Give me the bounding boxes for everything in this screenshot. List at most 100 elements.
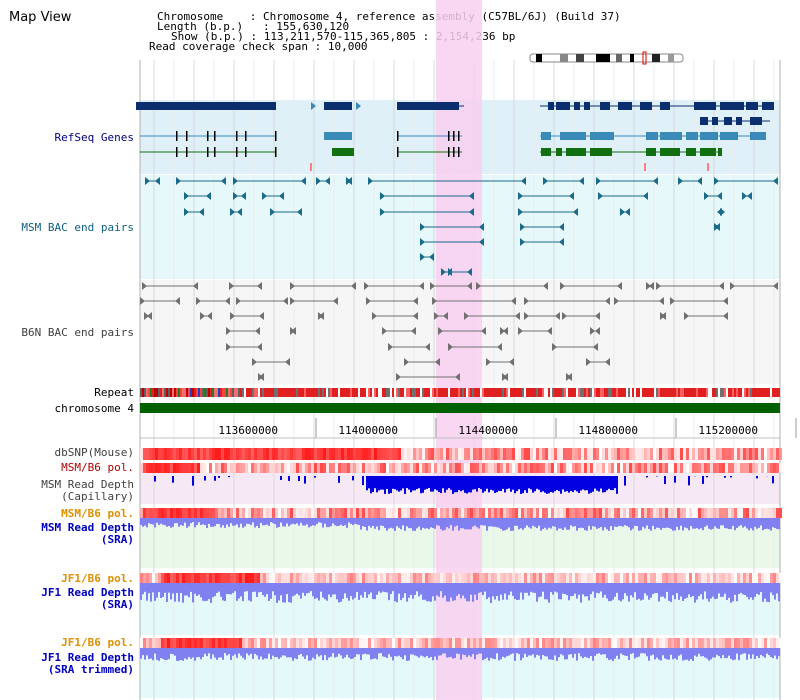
track-label-b6n-bac[interactable]: B6N BAC end pairs bbox=[21, 326, 134, 339]
b6n-bac-pair-end bbox=[290, 297, 295, 305]
jf1-pol-cell bbox=[470, 573, 473, 583]
msm-sra-depth-bar bbox=[390, 518, 392, 528]
track-label-msm-pol-2[interactable]: MSM/B6 pol. bbox=[61, 507, 134, 520]
ideogram-band bbox=[576, 54, 584, 62]
jf1-trim-depth-bar bbox=[662, 648, 664, 656]
dbsnp-cell bbox=[191, 448, 194, 460]
jf1-pol2-cell bbox=[770, 638, 773, 648]
b6n-bac-pair-end bbox=[670, 297, 675, 305]
jf1-trim-depth-bar bbox=[430, 648, 432, 657]
track-label-msm-depth-cap[interactable]: MSM Read Depth bbox=[41, 478, 134, 491]
msm-cap-depth-bar bbox=[576, 476, 578, 492]
jf1-pol2-cell bbox=[467, 638, 470, 648]
repeat-segment bbox=[492, 388, 494, 397]
dbsnp-cell bbox=[356, 448, 359, 460]
repeat-segment bbox=[240, 388, 242, 397]
msm-sra-depth-bar bbox=[212, 518, 214, 527]
msm-cap-depth-bar bbox=[550, 476, 552, 492]
track-label-chromosome[interactable]: chromosome 4 bbox=[54, 402, 134, 415]
jf1-depth-bar bbox=[150, 583, 152, 602]
refseq-gene-d-exon bbox=[618, 102, 632, 110]
jf1-pol2-cell bbox=[695, 638, 698, 648]
jf1-trim-depth-bar bbox=[470, 648, 472, 657]
msm-pol2-cell bbox=[245, 508, 248, 518]
repeat-segment bbox=[564, 388, 566, 397]
b6n-bac-pair-end bbox=[617, 282, 622, 290]
msm-sra-depth-bar bbox=[572, 518, 574, 527]
msm-pol2-cell bbox=[734, 508, 737, 518]
jf1-trim-depth-bar bbox=[384, 648, 386, 657]
msm-pol-cell bbox=[308, 463, 311, 473]
msm-sra-depth-bar bbox=[236, 518, 238, 525]
jf1-depth-bar bbox=[344, 583, 346, 594]
msm-sra-depth-bar bbox=[262, 518, 264, 526]
jf1-trim-depth-bar bbox=[246, 648, 248, 654]
msm-pol-cell bbox=[197, 463, 200, 473]
b6n-bac-pair-end bbox=[229, 282, 234, 290]
msm-sra-depth-bar bbox=[194, 518, 196, 528]
jf1-pol-cell bbox=[485, 573, 488, 583]
jf1-depth-bar bbox=[688, 583, 690, 595]
track-label-refseq[interactable]: RefSeq Genes bbox=[54, 131, 134, 144]
track-label-jf1-depth[interactable]: JF1 Read Depth bbox=[41, 586, 134, 599]
jf1-pol2-cell bbox=[644, 638, 647, 648]
dbsnp-cell bbox=[629, 448, 632, 460]
track-label-msm-depth-sra[interactable]: MSM Read Depth bbox=[41, 521, 134, 534]
jf1-trim-depth-bar bbox=[770, 648, 772, 657]
msm-sra-depth-bar bbox=[300, 518, 302, 523]
repeat-segment bbox=[364, 388, 366, 397]
msm-pol2-cell bbox=[200, 508, 203, 518]
msm-bac-pair-end bbox=[347, 177, 352, 185]
jf1-depth-bar bbox=[708, 583, 710, 602]
repeat-segment bbox=[246, 388, 248, 397]
refseq-tx-1-exon-tick bbox=[176, 131, 178, 141]
jf1-depth-bar bbox=[642, 583, 644, 600]
msm-pol2-cell bbox=[341, 508, 344, 518]
jf1-trim-depth-bar bbox=[380, 648, 382, 654]
jf1-trim-depth-bar bbox=[466, 648, 468, 658]
jf1-depth-bar bbox=[716, 583, 718, 599]
jf1-trim-depth-bar bbox=[714, 648, 716, 658]
jf1-trim-depth-bar bbox=[528, 648, 530, 656]
track-label-repeat[interactable]: Repeat bbox=[94, 386, 134, 399]
msm-pol2-cell bbox=[587, 508, 590, 518]
repeat-segment bbox=[750, 388, 752, 397]
dbsnp-cell bbox=[503, 448, 506, 460]
dbsnp-cell bbox=[251, 448, 254, 460]
jf1-depth-bar bbox=[778, 583, 780, 602]
track-label-jf1-pol[interactable]: JF1/B6 pol. bbox=[61, 572, 134, 585]
track-label-jf1-pol-2[interactable]: JF1/B6 pol. bbox=[61, 636, 134, 649]
dbsnp-cell bbox=[170, 448, 173, 460]
msm-bac-pair-end bbox=[199, 208, 204, 216]
axis-tick-label: 114400000 bbox=[458, 424, 518, 437]
b6n-bac-pair-end bbox=[257, 282, 262, 290]
track-label-msm-pol[interactable]: MSM/B6 pol. bbox=[61, 461, 134, 474]
msm-sra-depth-bar bbox=[348, 518, 350, 523]
jf1-trim-depth-bar bbox=[260, 648, 262, 657]
jf1-depth-bar bbox=[712, 583, 714, 597]
jf1-trim-depth-bar bbox=[724, 648, 726, 659]
jf1-depth-bar bbox=[394, 583, 396, 602]
jf1-pol-cell bbox=[596, 573, 599, 583]
jf1-trim-depth-bar bbox=[424, 648, 426, 658]
track-label-jf1-trim[interactable]: JF1 Read Depth bbox=[41, 651, 134, 664]
jf1-depth-bar bbox=[626, 583, 628, 596]
dbsnp-cell bbox=[572, 448, 575, 460]
repeat-segment bbox=[392, 388, 394, 397]
jf1-depth-bar bbox=[460, 583, 462, 599]
msm-pol2-cell bbox=[515, 508, 518, 518]
dbsnp-cell bbox=[440, 448, 443, 460]
msm-cap-depth-bar bbox=[706, 476, 708, 478]
dbsnp-cell bbox=[395, 448, 398, 460]
jf1-trim-depth-bar bbox=[264, 648, 266, 659]
refseq-tx-5-exon-tick bbox=[448, 147, 450, 157]
jf1-depth-bar bbox=[676, 583, 678, 594]
msm-pol2-cell bbox=[224, 508, 227, 518]
track-label-msm-bac[interactable]: MSM BAC end pairs bbox=[21, 221, 134, 234]
jf1-pol2-cell bbox=[218, 638, 221, 648]
msm-pol2-cell bbox=[419, 508, 422, 518]
jf1-depth-bar bbox=[770, 583, 772, 593]
msm-pol2-cell bbox=[167, 508, 170, 518]
track-label-dbsnp[interactable]: dbSNP(Mouse) bbox=[54, 446, 134, 459]
